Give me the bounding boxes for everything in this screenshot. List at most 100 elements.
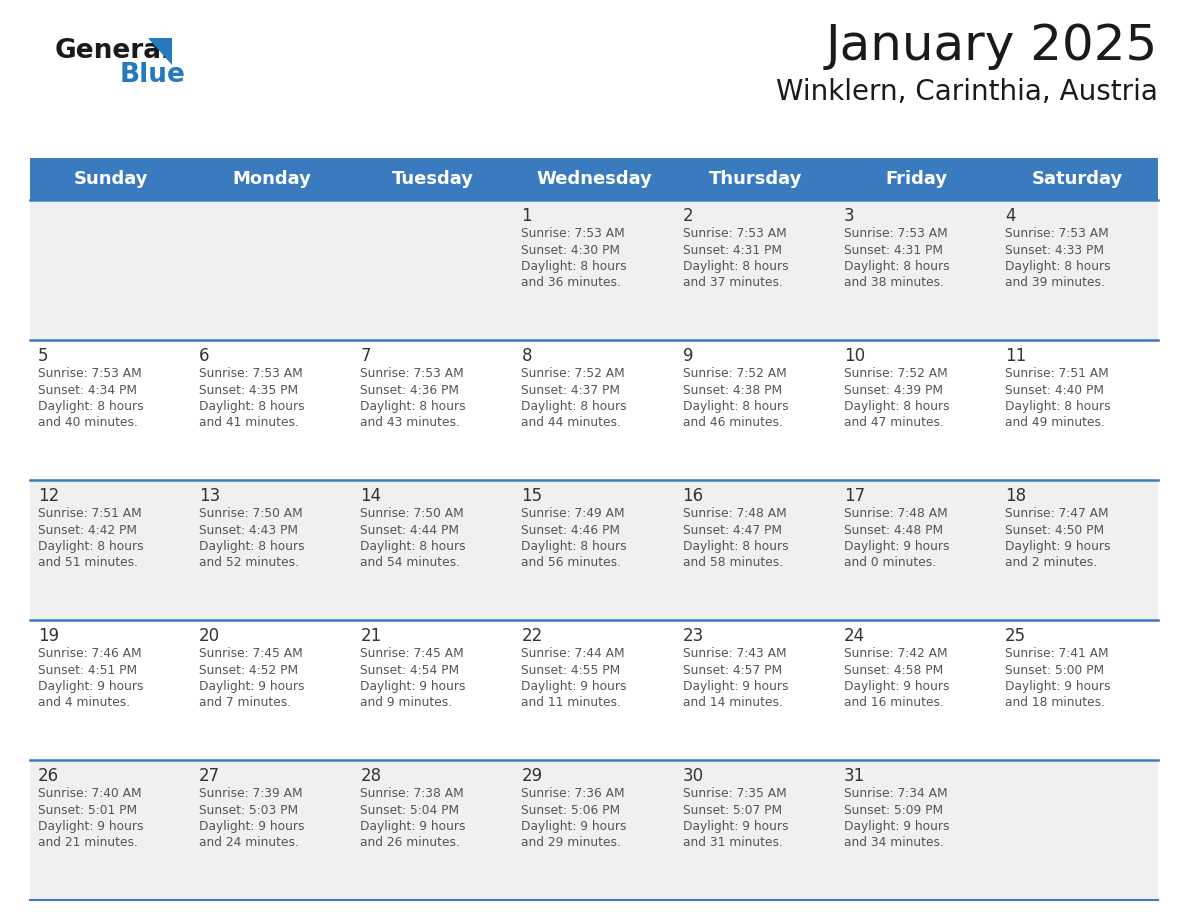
Text: Sunset: 4:33 PM: Sunset: 4:33 PM xyxy=(1005,243,1104,256)
Text: 12: 12 xyxy=(38,487,59,505)
Text: 21: 21 xyxy=(360,627,381,645)
Text: 27: 27 xyxy=(200,767,220,785)
Text: Daylight: 9 hours: Daylight: 9 hours xyxy=(683,680,788,693)
Text: 18: 18 xyxy=(1005,487,1026,505)
Text: Thursday: Thursday xyxy=(708,170,802,188)
Text: 23: 23 xyxy=(683,627,703,645)
Text: Sunrise: 7:42 AM: Sunrise: 7:42 AM xyxy=(843,647,947,660)
Text: Sunset: 4:42 PM: Sunset: 4:42 PM xyxy=(38,523,137,536)
Text: Daylight: 9 hours: Daylight: 9 hours xyxy=(843,540,949,553)
Bar xyxy=(353,620,513,760)
Text: Sunset: 5:06 PM: Sunset: 5:06 PM xyxy=(522,803,620,816)
Text: Daylight: 8 hours: Daylight: 8 hours xyxy=(683,400,788,413)
Text: Sunset: 4:50 PM: Sunset: 4:50 PM xyxy=(1005,523,1104,536)
Bar xyxy=(675,620,835,760)
Text: and 4 minutes.: and 4 minutes. xyxy=(38,697,131,710)
Text: Sunrise: 7:39 AM: Sunrise: 7:39 AM xyxy=(200,787,303,800)
Text: and 58 minutes.: and 58 minutes. xyxy=(683,556,783,569)
Text: and 36 minutes.: and 36 minutes. xyxy=(522,276,621,289)
Text: Sunset: 5:07 PM: Sunset: 5:07 PM xyxy=(683,803,782,816)
Bar xyxy=(675,200,835,340)
Text: and 26 minutes.: and 26 minutes. xyxy=(360,836,460,849)
Text: and 0 minutes.: and 0 minutes. xyxy=(843,556,936,569)
Text: Sunset: 4:58 PM: Sunset: 4:58 PM xyxy=(843,664,943,677)
Text: Sunset: 5:01 PM: Sunset: 5:01 PM xyxy=(38,803,137,816)
Text: Sunset: 5:00 PM: Sunset: 5:00 PM xyxy=(1005,664,1104,677)
Text: and 16 minutes.: and 16 minutes. xyxy=(843,697,943,710)
Text: Daylight: 8 hours: Daylight: 8 hours xyxy=(200,540,305,553)
Text: and 38 minutes.: and 38 minutes. xyxy=(843,276,943,289)
Text: Sunset: 4:54 PM: Sunset: 4:54 PM xyxy=(360,664,460,677)
Bar xyxy=(675,760,835,900)
Text: Sunrise: 7:40 AM: Sunrise: 7:40 AM xyxy=(38,787,141,800)
Text: Sunrise: 7:53 AM: Sunrise: 7:53 AM xyxy=(360,367,465,380)
Text: Friday: Friday xyxy=(885,170,947,188)
Bar xyxy=(191,760,353,900)
Text: Daylight: 9 hours: Daylight: 9 hours xyxy=(200,820,304,833)
Text: 14: 14 xyxy=(360,487,381,505)
Bar xyxy=(835,158,997,200)
Text: and 14 minutes.: and 14 minutes. xyxy=(683,697,783,710)
Text: Sunset: 4:31 PM: Sunset: 4:31 PM xyxy=(843,243,943,256)
Text: Daylight: 8 hours: Daylight: 8 hours xyxy=(522,400,627,413)
Text: and 46 minutes.: and 46 minutes. xyxy=(683,417,783,430)
Text: and 2 minutes.: and 2 minutes. xyxy=(1005,556,1097,569)
Text: Daylight: 8 hours: Daylight: 8 hours xyxy=(683,540,788,553)
Text: Sunset: 4:35 PM: Sunset: 4:35 PM xyxy=(200,384,298,397)
Text: Daylight: 8 hours: Daylight: 8 hours xyxy=(522,260,627,273)
Text: Sunset: 4:57 PM: Sunset: 4:57 PM xyxy=(683,664,782,677)
Text: Sunrise: 7:36 AM: Sunrise: 7:36 AM xyxy=(522,787,625,800)
Text: Sunset: 4:47 PM: Sunset: 4:47 PM xyxy=(683,523,782,536)
Text: Sunset: 5:04 PM: Sunset: 5:04 PM xyxy=(360,803,460,816)
Text: Sunrise: 7:52 AM: Sunrise: 7:52 AM xyxy=(683,367,786,380)
Bar xyxy=(353,480,513,620)
Text: Sunday: Sunday xyxy=(74,170,147,188)
Text: Sunset: 4:40 PM: Sunset: 4:40 PM xyxy=(1005,384,1104,397)
Text: 10: 10 xyxy=(843,347,865,365)
Bar xyxy=(30,760,191,900)
Text: Sunrise: 7:34 AM: Sunrise: 7:34 AM xyxy=(843,787,947,800)
Text: Sunset: 4:46 PM: Sunset: 4:46 PM xyxy=(522,523,620,536)
Bar xyxy=(997,340,1158,480)
Text: 7: 7 xyxy=(360,347,371,365)
Text: Sunset: 4:52 PM: Sunset: 4:52 PM xyxy=(200,664,298,677)
Text: Daylight: 9 hours: Daylight: 9 hours xyxy=(843,820,949,833)
Text: and 9 minutes.: and 9 minutes. xyxy=(360,697,453,710)
Text: 17: 17 xyxy=(843,487,865,505)
Text: January 2025: January 2025 xyxy=(826,22,1158,70)
Text: and 49 minutes.: and 49 minutes. xyxy=(1005,417,1105,430)
Text: Daylight: 8 hours: Daylight: 8 hours xyxy=(1005,400,1111,413)
Text: Sunrise: 7:48 AM: Sunrise: 7:48 AM xyxy=(843,507,948,520)
Text: Daylight: 8 hours: Daylight: 8 hours xyxy=(38,540,144,553)
Text: Sunrise: 7:51 AM: Sunrise: 7:51 AM xyxy=(38,507,141,520)
Text: and 21 minutes.: and 21 minutes. xyxy=(38,836,138,849)
Text: Daylight: 9 hours: Daylight: 9 hours xyxy=(1005,540,1111,553)
Text: Daylight: 9 hours: Daylight: 9 hours xyxy=(522,820,627,833)
Text: and 7 minutes.: and 7 minutes. xyxy=(200,697,291,710)
Text: Sunrise: 7:41 AM: Sunrise: 7:41 AM xyxy=(1005,647,1108,660)
Text: Monday: Monday xyxy=(233,170,311,188)
Text: Sunset: 5:03 PM: Sunset: 5:03 PM xyxy=(200,803,298,816)
Text: Daylight: 9 hours: Daylight: 9 hours xyxy=(38,680,144,693)
Text: and 18 minutes.: and 18 minutes. xyxy=(1005,697,1105,710)
Text: Sunrise: 7:45 AM: Sunrise: 7:45 AM xyxy=(360,647,465,660)
Text: Sunset: 5:09 PM: Sunset: 5:09 PM xyxy=(843,803,943,816)
Text: Daylight: 8 hours: Daylight: 8 hours xyxy=(683,260,788,273)
Text: and 34 minutes.: and 34 minutes. xyxy=(843,836,943,849)
Text: Sunset: 4:48 PM: Sunset: 4:48 PM xyxy=(843,523,943,536)
Text: Daylight: 8 hours: Daylight: 8 hours xyxy=(360,400,466,413)
Text: Sunrise: 7:52 AM: Sunrise: 7:52 AM xyxy=(522,367,625,380)
Text: 30: 30 xyxy=(683,767,703,785)
Text: Blue: Blue xyxy=(120,62,185,88)
Text: Daylight: 9 hours: Daylight: 9 hours xyxy=(360,680,466,693)
Text: 20: 20 xyxy=(200,627,220,645)
Text: Sunrise: 7:35 AM: Sunrise: 7:35 AM xyxy=(683,787,786,800)
Text: Sunset: 4:36 PM: Sunset: 4:36 PM xyxy=(360,384,460,397)
Text: Sunset: 4:34 PM: Sunset: 4:34 PM xyxy=(38,384,137,397)
Text: and 51 minutes.: and 51 minutes. xyxy=(38,556,138,569)
Bar xyxy=(835,760,997,900)
Text: Sunset: 4:44 PM: Sunset: 4:44 PM xyxy=(360,523,460,536)
Bar xyxy=(30,158,191,200)
Text: Sunset: 4:43 PM: Sunset: 4:43 PM xyxy=(200,523,298,536)
Bar xyxy=(30,200,191,340)
